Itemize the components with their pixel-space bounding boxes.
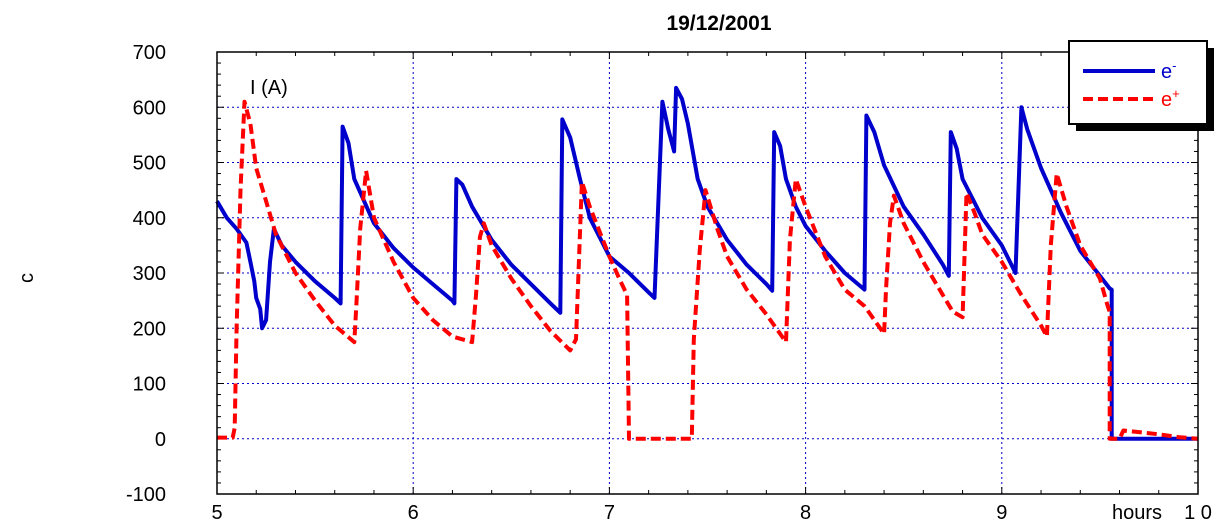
series-line-e-minus (215, 85, 1198, 441)
x-tick-label: 9 (996, 502, 1007, 524)
series-line-e-plus (217, 99, 1199, 441)
y-tick-label: -100 (126, 484, 166, 506)
x-tick-label: 7 (604, 502, 615, 524)
x-tick-label: 6 (408, 502, 419, 524)
y-tick-label: 500 (133, 153, 166, 175)
legend-box (1068, 40, 1208, 125)
x-tick-label: 5 (211, 502, 222, 524)
x-tick-labels: 5 6 7 8 9 1 0 (211, 502, 1211, 524)
plot-series (215, 85, 1199, 441)
legend-label-e-plus: e+ (1161, 86, 1180, 111)
legend: e- e+ (1068, 40, 1214, 131)
annotation-label: I (A) (250, 77, 288, 99)
x-tick-label: 8 (800, 502, 811, 524)
x-axis-label: hours (1112, 502, 1162, 524)
legend-label-e-minus: e- (1161, 58, 1176, 83)
y-tick-label: 300 (133, 263, 166, 285)
y-tick-labels: -100 0 100 200 300 400 500 600 700 (126, 42, 166, 506)
x-tick-label: 1 0 (1184, 502, 1212, 524)
plot-frame (216, 51, 1199, 495)
chart-title: 19/12/2001 (666, 12, 771, 35)
y-tick-label: 600 (133, 97, 166, 119)
y-tick-label: 700 (133, 42, 166, 64)
y-axis-label: c (16, 273, 38, 283)
y-tick-label: 200 (133, 318, 166, 340)
y-tick-label: 100 (133, 374, 166, 396)
grid (217, 52, 1198, 494)
y-tick-label: 400 (133, 208, 166, 230)
y-tick-label: 0 (155, 429, 166, 451)
